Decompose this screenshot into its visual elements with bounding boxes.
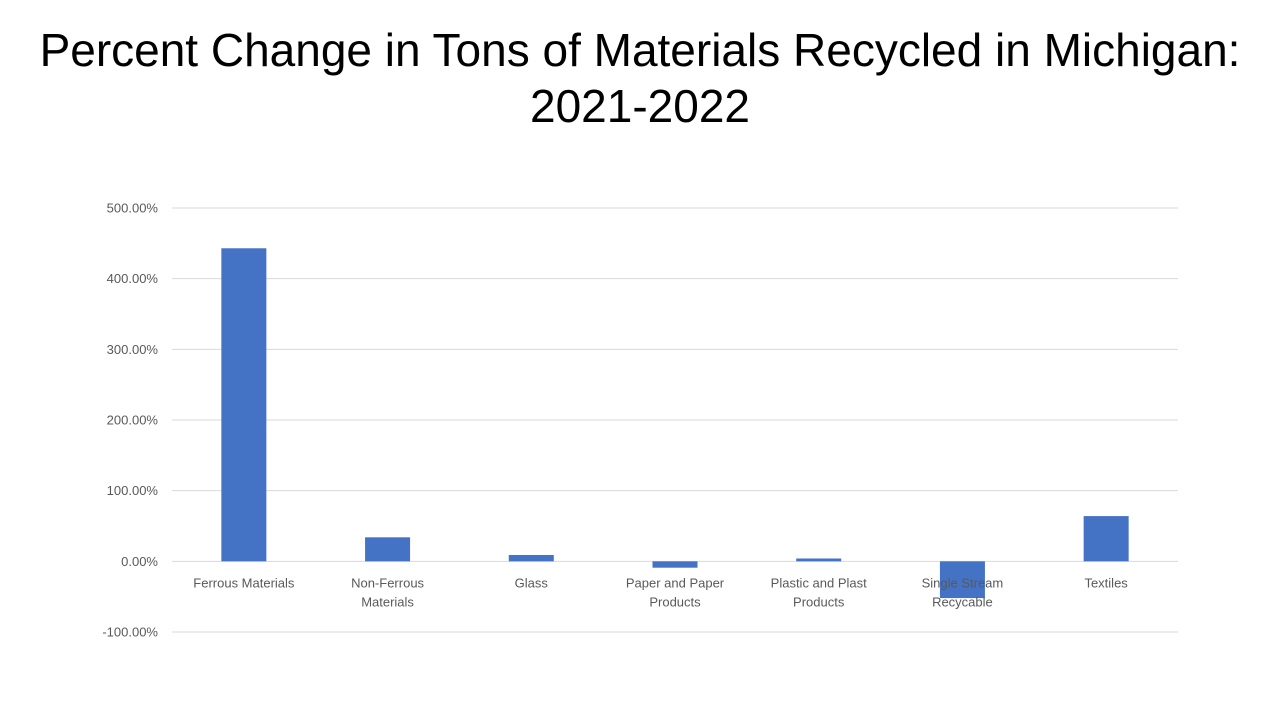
bar xyxy=(652,561,698,568)
x-axis-category-labels: Ferrous Materials Non-Ferrous Materials Gla… xyxy=(193,575,1128,609)
x-category-label: Products xyxy=(649,594,701,609)
bar xyxy=(508,554,554,562)
x-category-label: Recycable xyxy=(932,594,993,609)
y-tick-label: 400.00% xyxy=(107,271,159,286)
y-tick-label: 200.00% xyxy=(107,413,159,428)
bars xyxy=(221,248,1129,599)
y-tick-label: -100.00% xyxy=(102,625,158,640)
bar xyxy=(796,558,842,562)
bar xyxy=(939,561,985,599)
bar xyxy=(1083,516,1129,562)
x-category-label: Plastic and Plast xyxy=(771,575,867,590)
bar xyxy=(221,248,267,562)
x-category-label: Single Stream xyxy=(922,575,1004,590)
bar xyxy=(365,537,411,562)
x-category-label: Products xyxy=(793,594,845,609)
x-category-label: Non-Ferrous xyxy=(351,575,424,590)
y-tick-label: 0.00% xyxy=(121,554,158,569)
y-tick-label: 500.00% xyxy=(107,201,159,216)
y-tick-label: 100.00% xyxy=(107,483,159,498)
y-axis-tick-labels: 500.00% 400.00% 300.00% 200.00% 100.00% 0.00%… xyxy=(102,201,158,640)
x-category-label: Textiles xyxy=(1084,575,1128,590)
x-category-label: Materials xyxy=(361,594,414,609)
gridlines xyxy=(172,207,1178,633)
chart-title-line-2: 2021-2022 xyxy=(530,80,750,132)
chart-title-line-1: Percent Change in Tons of Materials Recy… xyxy=(39,24,1241,76)
x-category-label: Glass xyxy=(515,575,549,590)
x-category-label: Paper and Paper xyxy=(626,575,725,590)
y-tick-label: 300.00% xyxy=(107,342,159,357)
chart-title: Percent Change in Tons of Materials Recy… xyxy=(0,22,1280,134)
x-category-label: Ferrous Materials xyxy=(193,575,295,590)
